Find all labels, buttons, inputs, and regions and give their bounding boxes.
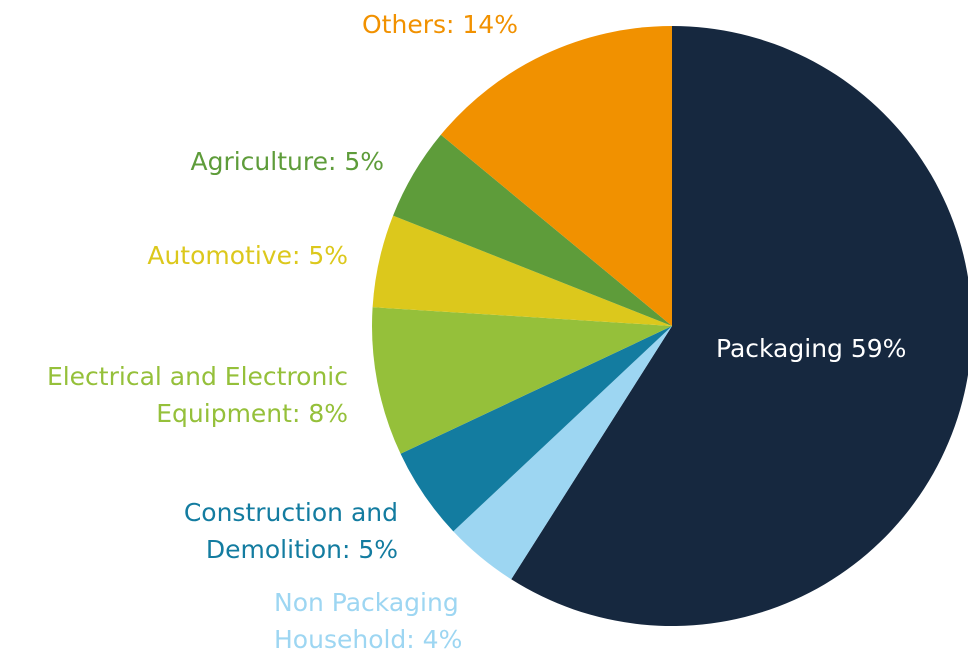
label-non-packaging-household-line-1: Non Packaging — [274, 588, 459, 617]
label-construction-demolition: Construction and Demolition: 5% — [184, 494, 398, 568]
label-construction-demolition-line-2: Demolition: 5% — [205, 535, 398, 564]
slice-automotive — [372, 215, 672, 326]
slice-electrical-electronic — [371, 307, 672, 454]
label-electrical-electronic-line-2: Equipment: 8% — [156, 399, 348, 428]
slice-non-packaging-household — [453, 326, 672, 580]
slice-others — [440, 26, 672, 326]
label-electrical-electronic: Electrical and Electronic Equipment: 8% — [47, 358, 348, 432]
label-automotive-line-1: Automotive: 5% — [147, 241, 348, 270]
label-others-line-1: Others: 14% — [362, 10, 518, 39]
slice-packaging — [511, 26, 968, 626]
label-non-packaging-household-line-2: Household: 4% — [274, 625, 463, 654]
label-electrical-electronic-line-1: Electrical and Electronic — [46, 362, 348, 391]
slice-agriculture — [393, 134, 672, 326]
label-others: Others: 14% — [362, 6, 518, 43]
label-automotive: Automotive: 5% — [147, 237, 348, 274]
label-packaging: Packaging 59% — [716, 330, 906, 367]
label-agriculture-line-1: Agriculture: 5% — [190, 147, 384, 176]
label-packaging-line-1: Packaging 59% — [716, 334, 907, 363]
label-construction-demolition-line-1: Construction and — [183, 498, 398, 527]
label-non-packaging-household: Non Packaging Household: 4% — [274, 584, 462, 658]
slice-construction-demolition — [400, 326, 672, 532]
label-agriculture: Agriculture: 5% — [190, 143, 384, 180]
